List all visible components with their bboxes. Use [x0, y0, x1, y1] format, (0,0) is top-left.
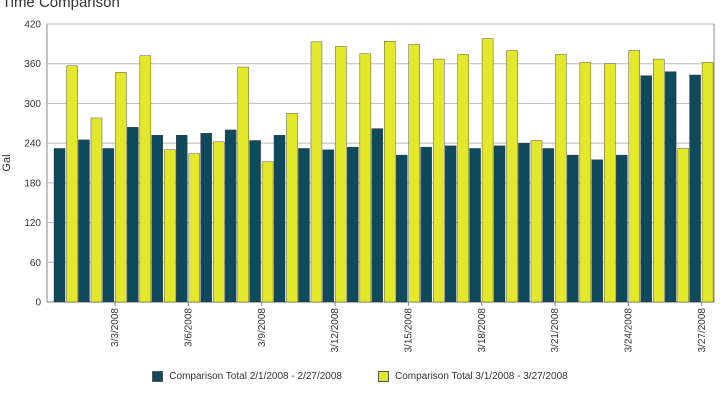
legend-label-series-1: Comparison Total 2/1/2008 - 2/27/2008 [169, 371, 342, 382]
bar-series-2 [457, 54, 469, 303]
y-tick-label: 360 [24, 59, 41, 70]
bar-series-2 [261, 161, 274, 303]
bar-series-2 [66, 65, 78, 303]
bar-series-1 [542, 148, 555, 303]
bar-series-1 [176, 134, 188, 303]
bar-series-2 [310, 41, 323, 303]
bar-series-2 [90, 117, 103, 303]
bar-series-1 [53, 148, 66, 303]
y-axis-label: Gal [1, 154, 13, 171]
bar-series-2 [237, 66, 249, 303]
bar-series-2 [481, 38, 494, 303]
y-tick-label: 120 [24, 218, 41, 229]
bar-series-1 [640, 75, 652, 303]
y-tick-label: 300 [24, 99, 41, 110]
bar-series-2 [530, 140, 543, 303]
x-tick-label: 3/12/2008 [330, 308, 341, 353]
legend-swatch-series-2 [378, 371, 389, 382]
legend-label-series-2: Comparison Total 3/1/2008 - 3/27/2008 [395, 371, 568, 382]
legend-swatch-series-1 [152, 371, 164, 382]
x-tick-label: 3/18/2008 [477, 308, 488, 353]
x-tick-label: 3/3/2008 [110, 308, 121, 347]
legend: Comparison Total 2/1/2008 - 2/27/2008 Co… [0, 371, 720, 382]
bar-series-1 [224, 129, 237, 303]
bar-series-1 [664, 71, 677, 303]
x-tick-label: 3/15/2008 [403, 308, 414, 353]
x-tick-label: 3/21/2008 [550, 308, 561, 353]
legend-item-series-2: Comparison Total 3/1/2008 - 3/27/2008 [378, 371, 568, 382]
bar-series-2 [677, 148, 689, 303]
bar-series-1 [396, 154, 408, 303]
bar-series-1 [469, 148, 481, 303]
bar-series-1 [249, 140, 261, 303]
bar-series-1 [127, 127, 139, 303]
bar-series-1 [689, 74, 701, 303]
bar-series-1 [151, 134, 163, 303]
bar-series-1 [420, 146, 432, 303]
bar-series-1 [444, 145, 457, 303]
y-tick-label: 0 [35, 298, 41, 309]
bar-series-2 [384, 41, 396, 303]
bar-series-2 [432, 58, 445, 303]
x-tick-label: 3/27/2008 [697, 308, 708, 353]
bar-series-1 [616, 154, 628, 303]
bar-series-1 [518, 142, 530, 303]
bar-series-1 [567, 154, 579, 303]
bar-series-1 [493, 145, 506, 303]
bar-series-2 [701, 62, 714, 303]
bar-series-2 [188, 153, 200, 303]
bar-series-1 [102, 148, 115, 303]
x-tick-label: 3/9/2008 [257, 308, 268, 347]
bar-series-2 [579, 62, 592, 303]
bar-series-1 [347, 146, 359, 303]
y-tick-label: 240 [24, 139, 41, 150]
y-tick-label: 420 [24, 20, 41, 31]
bar-series-2 [139, 55, 152, 303]
bar-series-1 [298, 148, 310, 303]
bar-series-2 [115, 72, 127, 303]
bar-series-2 [286, 113, 298, 303]
bar-series-1 [273, 134, 286, 303]
y-tick-label: 60 [30, 258, 42, 269]
x-tick-label: 3/24/2008 [623, 308, 634, 353]
bar-series-2 [335, 46, 347, 303]
bar-series-2 [604, 63, 616, 303]
bar-series-1 [200, 133, 212, 303]
bar-series-1 [322, 149, 335, 303]
bar-series-2 [628, 50, 640, 303]
bar-series-2 [359, 53, 372, 303]
chart-title: Time Comparison [2, 0, 120, 11]
bar-series-2 [555, 54, 567, 303]
bar-series-1 [371, 128, 383, 303]
bar-series-1 [591, 159, 603, 303]
legend-item-series-1: Comparison Total 2/1/2008 - 2/27/2008 [152, 371, 342, 382]
bar-series-2 [408, 44, 420, 303]
bar-series-2 [652, 58, 665, 303]
bar-series-2 [164, 149, 176, 303]
x-tick-label: 3/6/2008 [183, 308, 194, 347]
bar-series-1 [78, 139, 90, 303]
y-tick-label: 180 [24, 178, 41, 189]
bar-series-2 [506, 50, 518, 303]
bar-series-2 [212, 141, 225, 303]
